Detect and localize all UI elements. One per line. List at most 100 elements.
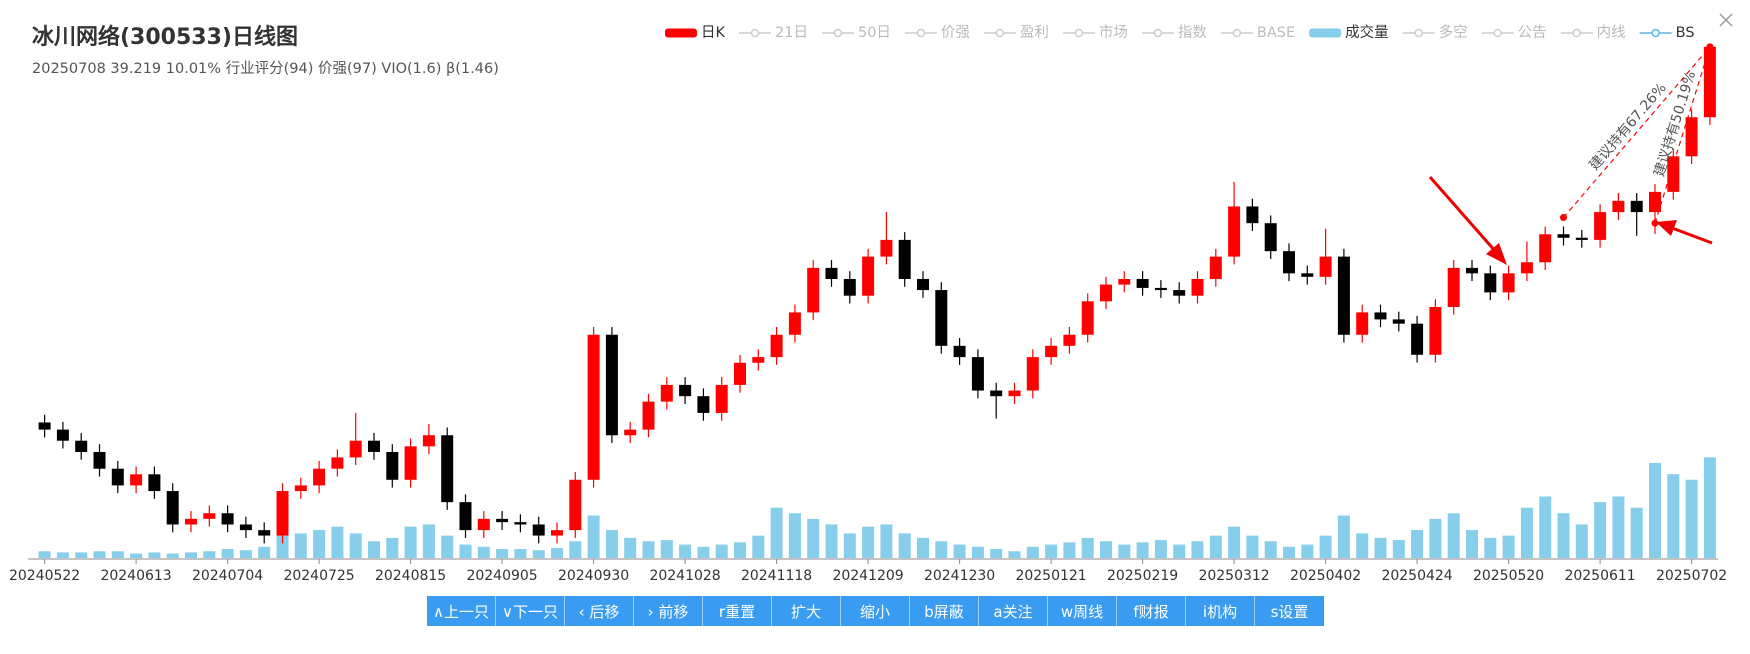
candle-body bbox=[715, 384, 728, 413]
candle-body bbox=[1154, 287, 1167, 291]
candle-body bbox=[642, 401, 655, 430]
x-tick-label: 20250520 bbox=[1473, 568, 1544, 584]
candle-body bbox=[1246, 206, 1259, 224]
toolbar-button[interactable]: w周线 bbox=[1048, 596, 1117, 626]
volume-bar bbox=[807, 518, 820, 558]
legend-swatch bbox=[665, 28, 697, 38]
candle-body bbox=[239, 524, 252, 531]
volume-bar bbox=[166, 553, 179, 558]
x-tick-label: 20241118 bbox=[741, 568, 812, 584]
volume-bar bbox=[368, 541, 380, 558]
candle-body bbox=[1649, 191, 1661, 213]
legend-swatch bbox=[1651, 28, 1660, 38]
toolbar-button[interactable]: r重置 bbox=[703, 596, 772, 626]
candle-body bbox=[1703, 46, 1716, 118]
volume-bar bbox=[1502, 535, 1515, 558]
volume-bar bbox=[843, 533, 856, 558]
volume-bar bbox=[1356, 533, 1369, 558]
candle-body bbox=[294, 485, 307, 492]
legend-swatch bbox=[916, 28, 926, 38]
volume-bar bbox=[258, 546, 271, 558]
volume-bar bbox=[130, 553, 143, 558]
candle-body bbox=[1301, 273, 1314, 277]
toolbar-button[interactable]: f财报 bbox=[1117, 596, 1186, 626]
candle-body bbox=[166, 491, 179, 525]
toolbar-button[interactable]: s设置 bbox=[1255, 596, 1324, 626]
toolbar-button[interactable]: 缩小 bbox=[841, 596, 910, 626]
volume-bar bbox=[551, 547, 563, 558]
candle-body bbox=[75, 440, 88, 452]
arrows bbox=[1428, 176, 1713, 265]
legend-swatch bbox=[1232, 28, 1242, 38]
volume-bar bbox=[459, 544, 472, 558]
volume-bar bbox=[1392, 540, 1405, 558]
candle-body bbox=[1575, 237, 1588, 240]
x-tick-label: 20240905 bbox=[466, 568, 537, 584]
volume-bar bbox=[422, 524, 435, 558]
x-tick-label: 20250611 bbox=[1564, 568, 1635, 584]
candle-body bbox=[880, 239, 893, 257]
toolbar-button[interactable]: ‹ 后移 bbox=[565, 596, 634, 626]
candle-body bbox=[1337, 256, 1350, 335]
x-tick-label: 20250121 bbox=[1015, 568, 1086, 584]
volume-bar bbox=[660, 540, 673, 558]
candle-body bbox=[276, 491, 289, 536]
candle-body bbox=[1466, 267, 1478, 274]
toolbar-button[interactable]: i机构 bbox=[1186, 596, 1255, 626]
candle-body bbox=[422, 435, 435, 447]
volume-bar bbox=[1575, 524, 1588, 558]
candle-body bbox=[697, 396, 710, 413]
toolbar-button[interactable]: › 前移 bbox=[634, 596, 703, 626]
legend-swatch bbox=[1572, 28, 1581, 38]
volume-bar bbox=[1228, 526, 1241, 558]
toolbar-button[interactable]: a关注 bbox=[979, 596, 1048, 626]
candle-body bbox=[56, 429, 69, 441]
close-button[interactable] bbox=[1719, 13, 1733, 27]
volume-bar bbox=[1630, 507, 1643, 558]
volume-bar bbox=[679, 544, 692, 558]
volume-bar bbox=[1557, 513, 1570, 558]
toolbar-button[interactable]: b屏蔽 bbox=[910, 596, 979, 626]
candle-body bbox=[130, 474, 143, 486]
volume-bar bbox=[642, 541, 655, 558]
candle-body bbox=[1594, 212, 1607, 240]
toolbar-button[interactable]: 扩大 bbox=[772, 596, 841, 626]
volume-bar bbox=[898, 533, 911, 558]
candle-body bbox=[1008, 390, 1021, 397]
candle-body bbox=[258, 530, 271, 536]
volume-bar bbox=[953, 544, 966, 558]
toolbar-button[interactable]: ∨下一只 bbox=[496, 596, 565, 626]
x-tick-label: 20240815 bbox=[375, 568, 446, 584]
volume-bar bbox=[404, 526, 417, 558]
volume-bar bbox=[185, 552, 197, 558]
legend-label: 盈利 bbox=[1020, 24, 1049, 41]
volume-bar bbox=[1466, 530, 1478, 558]
candle-body bbox=[1319, 256, 1332, 277]
candle-body bbox=[1520, 262, 1533, 274]
volume-bar bbox=[1594, 502, 1607, 558]
candle-body bbox=[1392, 319, 1405, 324]
candle-body bbox=[1411, 323, 1424, 355]
volume-bar bbox=[734, 542, 746, 558]
volume-bar bbox=[1337, 515, 1350, 558]
candle-body bbox=[349, 440, 362, 458]
volume-bar bbox=[441, 535, 454, 558]
legend-swatch bbox=[1153, 28, 1163, 38]
volume-bar bbox=[990, 549, 1003, 558]
candle-body bbox=[1374, 312, 1387, 320]
volume-bar bbox=[1100, 541, 1112, 558]
legend-label: 多空 bbox=[1439, 24, 1468, 41]
candle-body bbox=[569, 479, 582, 531]
x-tick-label: 20240930 bbox=[558, 568, 629, 584]
volume-bar bbox=[1118, 544, 1131, 558]
candle-body bbox=[477, 518, 490, 531]
volume-bar bbox=[624, 537, 637, 558]
annotation-point bbox=[1560, 214, 1567, 222]
volume-bar bbox=[752, 535, 765, 558]
toolbar-button[interactable]: ∧上一只 bbox=[427, 596, 496, 626]
annotation-line bbox=[1654, 46, 1711, 224]
legend-label: 市场 bbox=[1099, 24, 1128, 41]
candle-body bbox=[459, 502, 472, 531]
candle-body bbox=[953, 345, 966, 358]
x-tick-label: 20240704 bbox=[192, 568, 263, 584]
